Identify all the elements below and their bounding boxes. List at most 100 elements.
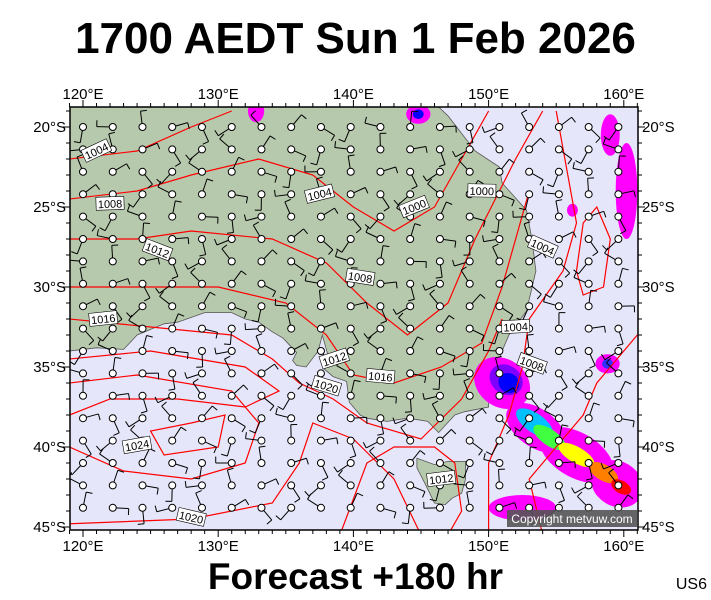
wind-barb — [244, 323, 266, 333]
wind-barb — [369, 446, 385, 467]
wind-barb — [275, 503, 296, 521]
wind-barb — [126, 302, 147, 318]
wind-barb — [346, 212, 362, 234]
wind-barb — [376, 279, 398, 289]
wind-barb — [168, 122, 190, 131]
wind-barb — [287, 114, 307, 131]
isobar-line — [70, 374, 260, 480]
wind-barb — [525, 391, 540, 413]
wind-barb — [365, 226, 385, 243]
wind-barb — [251, 302, 266, 323]
wind-barb — [362, 436, 385, 449]
wind-barb — [316, 123, 336, 142]
wind-barb — [338, 469, 355, 490]
isobar-label-text: 1004 — [503, 321, 528, 334]
lat-label-left: 35°S — [33, 359, 66, 376]
isobar-label: 1016 — [365, 368, 396, 385]
wind-barb — [97, 338, 117, 355]
wind-barb — [184, 369, 206, 379]
lon-label-bottom: 120°E — [62, 538, 103, 555]
wind-barb — [197, 405, 218, 423]
wind-barb — [520, 109, 534, 131]
isobar-line — [341, 446, 463, 530]
wind-barb — [512, 210, 534, 221]
wind-barb — [252, 221, 266, 243]
wind-barb — [284, 198, 296, 221]
wind-barb — [274, 189, 296, 199]
wind-barb — [168, 459, 188, 474]
wind-barb — [495, 302, 514, 321]
wind-barb — [79, 324, 95, 346]
wind-barb — [99, 448, 117, 467]
wind-barb — [346, 414, 368, 424]
wind-barb — [214, 235, 236, 246]
wind-barb — [219, 133, 236, 154]
wind-barb — [138, 391, 148, 414]
wind-barb — [571, 481, 593, 494]
wind-barb — [138, 448, 156, 467]
wind-barb — [406, 145, 428, 154]
wind-barb — [516, 302, 534, 322]
wind-barb — [138, 369, 160, 380]
wind-barb — [227, 302, 248, 318]
wind-barb — [423, 501, 444, 512]
wind-barb — [79, 184, 100, 199]
wind-barb — [465, 436, 483, 456]
wind-barb — [427, 178, 444, 199]
wind-barb — [316, 207, 339, 221]
wind-barb — [226, 467, 236, 490]
wind-barb — [249, 414, 266, 434]
lon-label-bottom: 130°E — [198, 538, 239, 555]
wind-barb — [465, 408, 487, 423]
wind-barb — [346, 436, 357, 459]
wind-barb — [495, 502, 518, 512]
wind-barb — [128, 314, 147, 333]
lon-label-top: 160°E — [603, 86, 644, 103]
wind-barb — [554, 231, 577, 243]
wind-barb — [554, 257, 571, 278]
wind-barb — [243, 212, 266, 222]
wind-barb — [168, 257, 179, 280]
wind-barb — [614, 380, 632, 400]
wind-barb — [168, 313, 185, 333]
wind-barb — [460, 266, 474, 288]
wind-barb — [525, 446, 537, 467]
wind-barb — [514, 414, 534, 432]
wind-barb — [334, 141, 355, 154]
wind-barb — [604, 247, 623, 266]
wind-barb — [554, 116, 576, 131]
wind-barb — [257, 478, 280, 490]
wind-barb — [334, 250, 355, 266]
wind-barb — [214, 123, 236, 137]
wind-barb — [584, 289, 598, 311]
wind-barb — [193, 459, 206, 480]
wind-barb — [584, 324, 606, 333]
wind-barb — [422, 167, 444, 182]
wind-barb — [79, 413, 101, 423]
wind-barb — [79, 436, 92, 459]
wind-barb — [154, 503, 177, 513]
wind-barb — [346, 301, 369, 311]
wind-barb — [287, 481, 301, 503]
wind-barb — [554, 424, 569, 445]
copyright-box: Copyright metvuw.com — [507, 510, 637, 527]
wind-barb — [157, 181, 177, 199]
wind-barb — [79, 298, 101, 311]
lon-label-bottom: 140°E — [333, 538, 374, 555]
wind-barb — [227, 190, 248, 204]
wind-barb — [554, 459, 576, 469]
wind-barb — [108, 469, 125, 490]
wind-barb — [70, 347, 87, 365]
wind-barb — [274, 298, 296, 311]
wind-barb — [224, 355, 236, 378]
wind-barb — [310, 145, 325, 166]
wind-barb — [614, 494, 634, 512]
wind-barb — [613, 436, 623, 458]
wind-barb — [307, 493, 325, 512]
wind-barb — [458, 155, 474, 176]
wind-barb — [108, 391, 130, 400]
wind-barb — [614, 212, 627, 235]
wind-barb — [70, 472, 87, 490]
wind-barb — [543, 295, 563, 311]
wind-barb — [338, 123, 355, 143]
